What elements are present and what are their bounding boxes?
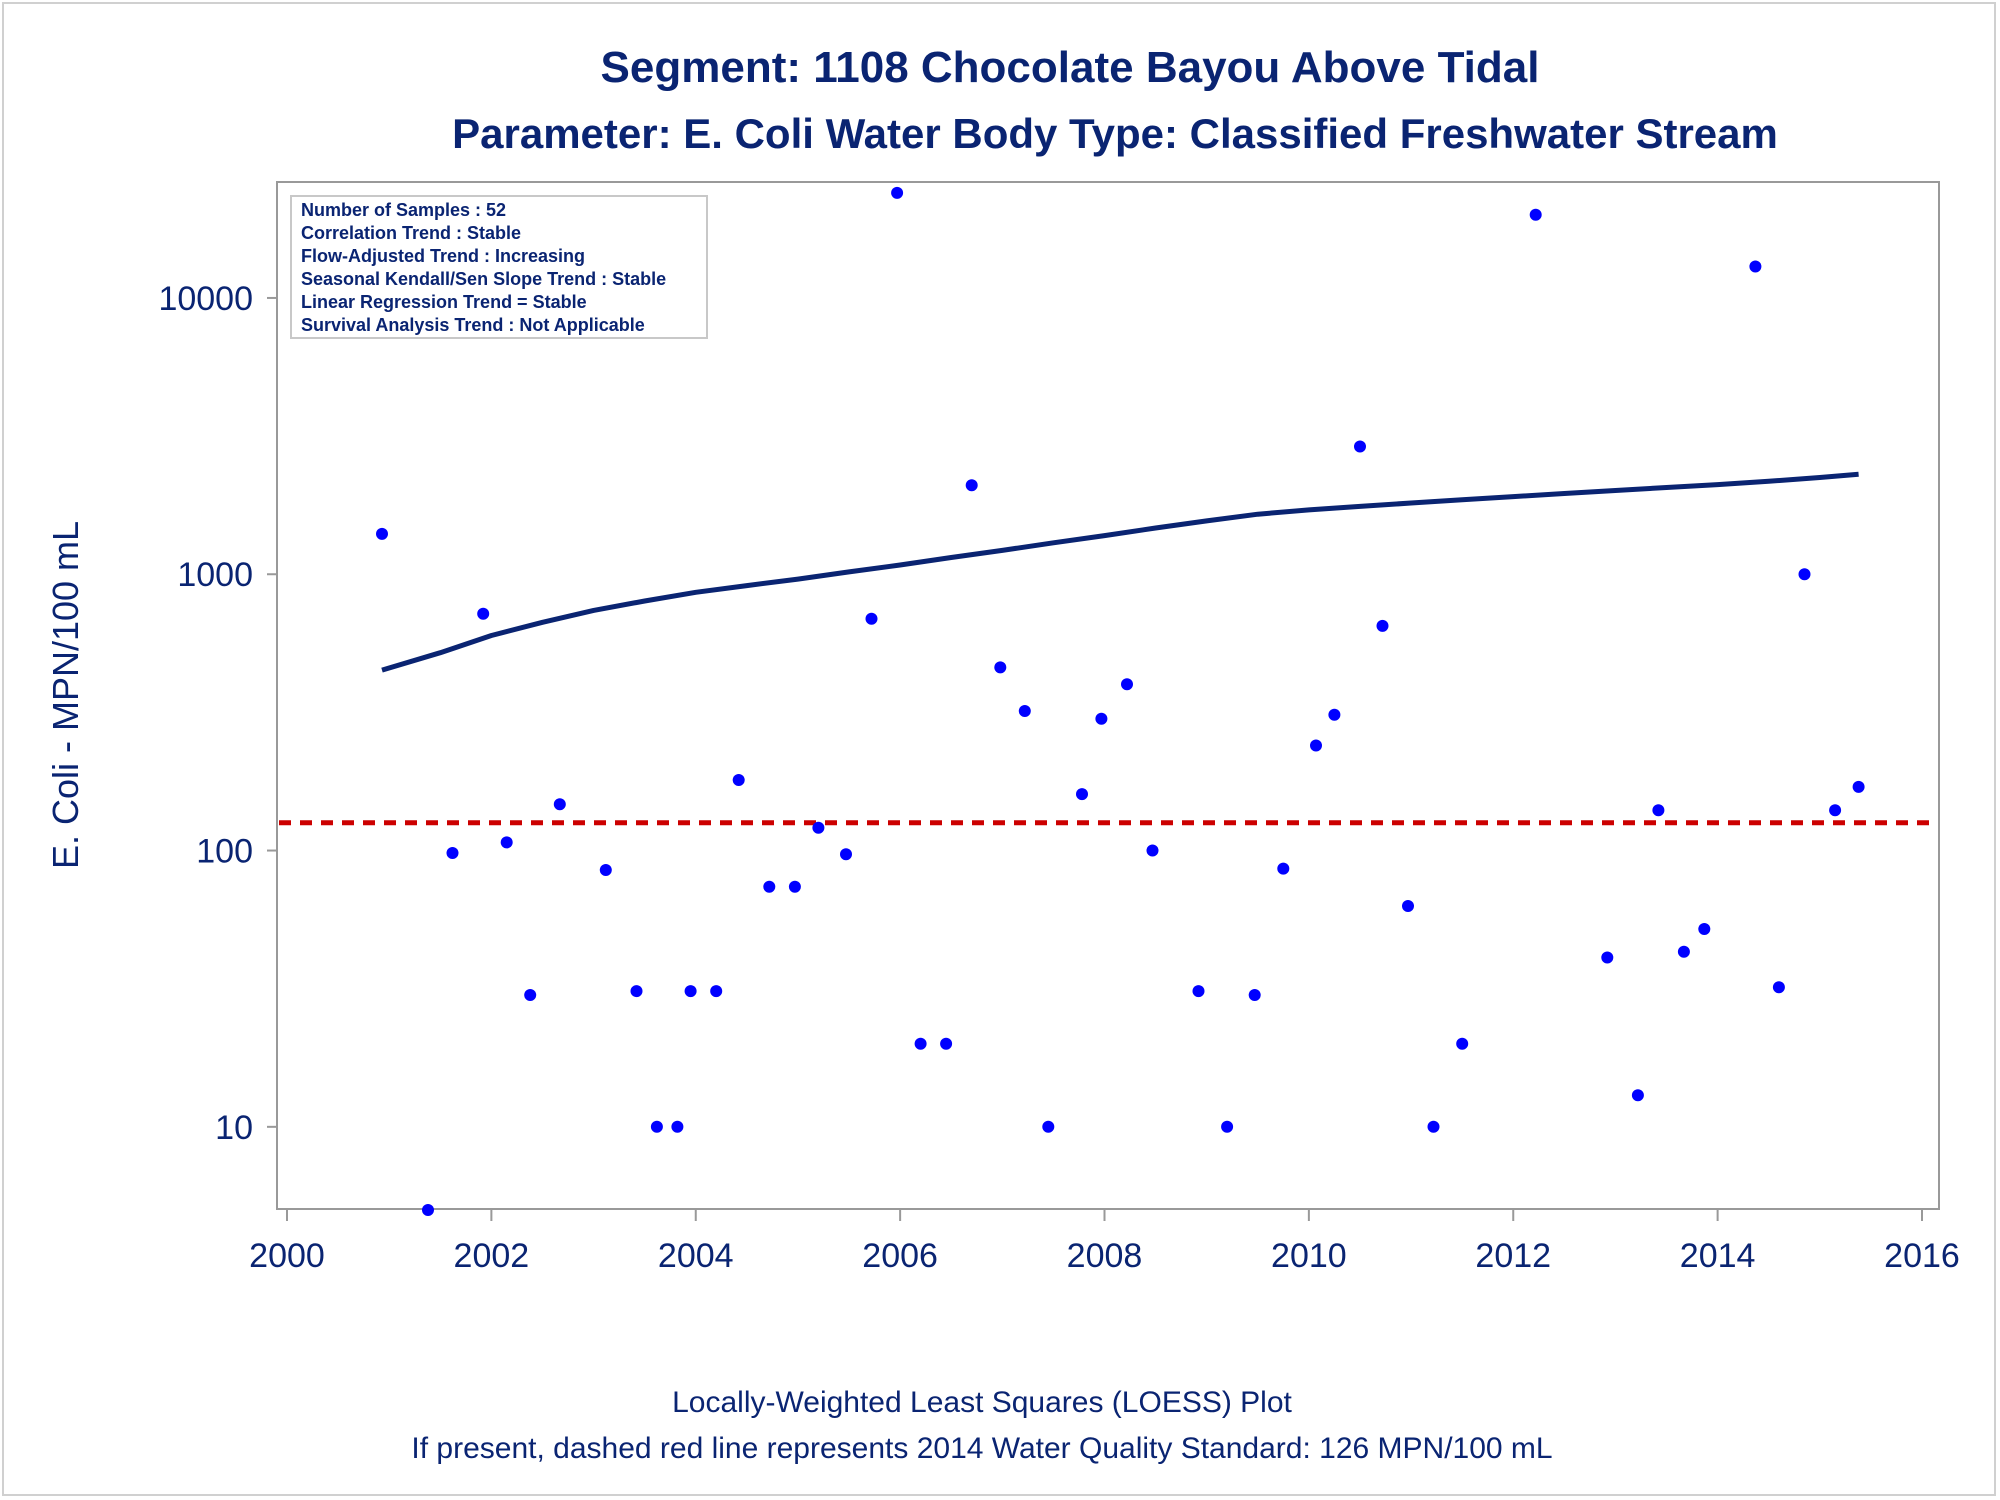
data-point (1852, 780, 1865, 793)
stats-box-border (290, 195, 708, 339)
y-tick-label: 100 (196, 833, 253, 871)
data-point (840, 848, 852, 861)
stats-linear-regression: Linear Regression Trend = Stable (301, 292, 587, 312)
data-point (1018, 705, 1031, 717)
data-point (1121, 678, 1133, 691)
x-tick-label: 2016 (1884, 1237, 1960, 1275)
data-point (812, 821, 825, 834)
data-point (1192, 985, 1205, 998)
data-point (1601, 951, 1614, 964)
data-point (1248, 989, 1261, 1001)
data-point (1652, 804, 1665, 817)
data-point (1677, 945, 1690, 958)
data-point (1376, 619, 1389, 632)
data-point (788, 880, 801, 893)
data-point (865, 612, 878, 625)
data-point (524, 989, 537, 1001)
data-point (1221, 1120, 1234, 1133)
data-point (1277, 862, 1290, 875)
x-tick-label: 2012 (1475, 1237, 1551, 1275)
data-point (599, 864, 612, 876)
data-point (940, 1037, 953, 1050)
stats-seasonal-kendall: Seasonal Kendall/Sen Slope Trend : Stabl… (301, 269, 666, 289)
chart-title: Segment: 1108 Chocolate Bayou Above Tida… (601, 43, 1540, 92)
stats-box: Number of Samples : 52 Correlation Trend… (290, 195, 708, 339)
loess-line (381, 471, 1859, 673)
data-point (994, 661, 1007, 674)
data-point (376, 527, 388, 540)
data-point (1698, 923, 1711, 935)
x-tick-label: 2002 (454, 1237, 530, 1275)
y-tick-label: 10000 (158, 280, 253, 318)
stats-flow-adjusted: Flow-Adjusted Trend : Increasing (301, 246, 585, 266)
stats-survival: Survival Analysis Trend : Not Applicable (301, 315, 645, 335)
x-tick-label: 2008 (1067, 1237, 1143, 1275)
x-axis: 2000 2002 2004 2006 2008 2010 2012 2014 2016 (249, 1209, 1960, 1275)
data-point (763, 880, 776, 893)
data-point (422, 1204, 434, 1216)
footer-line-1: Locally-Weighted Least Squares (LOESS) P… (672, 1386, 1292, 1419)
data-point (1798, 568, 1811, 581)
data-point (1076, 788, 1088, 801)
loess-group (381, 471, 1859, 673)
data-point (1310, 739, 1322, 752)
data-point (446, 847, 459, 859)
chart-subtitle: Parameter: E. Coli Water Body Type: Clas… (452, 110, 1778, 157)
data-point (1328, 708, 1341, 721)
data-point (553, 798, 566, 811)
data-point (1829, 804, 1842, 817)
data-point (914, 1037, 927, 1050)
x-tick-label: 2014 (1680, 1237, 1756, 1275)
footer-line-2: If present, dashed red line represents 2… (411, 1432, 1552, 1465)
data-point (1402, 900, 1414, 912)
data-point (671, 1120, 684, 1133)
data-point (477, 607, 490, 620)
data-point (965, 479, 978, 492)
data-point (630, 985, 643, 998)
data-point (1427, 1120, 1440, 1133)
x-tick-label: 2004 (658, 1237, 734, 1275)
data-point (500, 836, 513, 849)
y-tick-label: 10 (215, 1109, 253, 1147)
data-point (1749, 260, 1762, 273)
data-point (1631, 1089, 1644, 1102)
x-tick-label: 2006 (862, 1237, 938, 1275)
plot-area (276, 181, 1940, 1210)
x-tick-label: 2000 (249, 1237, 325, 1275)
data-point (1146, 844, 1159, 857)
data-points (376, 186, 1865, 1216)
data-point (1772, 981, 1785, 994)
data-point (684, 985, 697, 998)
y-tick-label: 1000 (177, 556, 253, 594)
data-point (1529, 208, 1542, 221)
data-point (732, 774, 745, 786)
stats-correlation: Correlation Trend : Stable (301, 223, 521, 243)
x-tick-label: 2010 (1271, 1237, 1347, 1275)
data-point (1456, 1037, 1469, 1050)
data-point (891, 186, 904, 199)
data-point (710, 985, 723, 998)
stats-samples: Number of Samples : 52 (301, 200, 506, 220)
data-point (1042, 1120, 1055, 1133)
y-axis-title: E. Coli - MPN/100 mL (45, 521, 86, 869)
data-point (650, 1120, 663, 1133)
data-point (1354, 440, 1366, 453)
data-point (1095, 712, 1108, 725)
y-axis: 10 100 1000 10000 (158, 280, 277, 1147)
